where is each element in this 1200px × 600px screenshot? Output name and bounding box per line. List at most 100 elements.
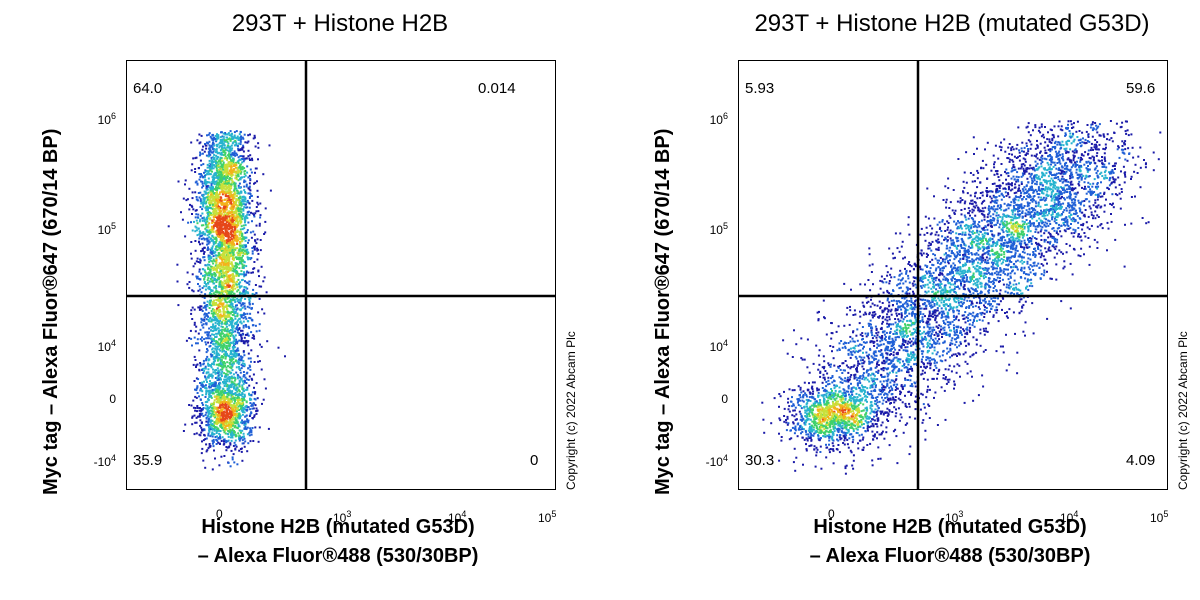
event-dot [208, 181, 211, 184]
event-dot [256, 258, 259, 261]
event-dot [216, 212, 219, 215]
event-dot [209, 273, 212, 276]
event-dot [220, 221, 223, 224]
event-dot [249, 258, 252, 261]
event-dot [229, 223, 232, 226]
event-dot [214, 385, 217, 388]
event-dot [237, 210, 240, 213]
event-dot [243, 181, 246, 184]
event-dot [229, 149, 232, 152]
event-dot [234, 343, 237, 346]
event-dot [213, 433, 216, 436]
event-dot [197, 289, 200, 292]
event-dot [232, 246, 235, 249]
event-dot [244, 191, 246, 193]
event-dot [214, 345, 217, 348]
event-dot [223, 372, 226, 375]
event-dot [217, 137, 220, 140]
event-dot [203, 232, 206, 235]
event-dot [222, 237, 225, 239]
event-dot [207, 411, 210, 414]
event-dot [196, 234, 199, 237]
event-dot [223, 349, 226, 352]
event-dot [252, 440, 255, 442]
event-dot [222, 362, 225, 365]
event-dot [207, 423, 210, 426]
event-dot [232, 253, 235, 256]
event-dot [221, 281, 224, 284]
event-dot [241, 362, 244, 365]
event-dot [263, 312, 266, 315]
event-dot [218, 283, 221, 286]
event-dot [199, 305, 202, 308]
event-dot [250, 394, 253, 397]
event-dot [239, 260, 241, 263]
event-dot [213, 286, 216, 289]
event-dot [224, 375, 227, 378]
event-dot [201, 403, 204, 406]
event-dot [195, 421, 198, 424]
event-dot [192, 290, 195, 293]
event-dot [234, 317, 237, 320]
event-dot [222, 256, 225, 259]
event-dot [221, 179, 224, 182]
event-dot [184, 235, 187, 238]
event-dot [209, 334, 212, 337]
event-dot [214, 457, 216, 460]
event-dot [213, 273, 216, 276]
event-dot [237, 362, 240, 365]
event-dot [208, 195, 211, 198]
event-dot [231, 383, 234, 385]
event-dot [224, 282, 227, 285]
event-dot [218, 174, 221, 176]
event-dot [244, 426, 247, 429]
event-dot [229, 284, 232, 287]
event-dot [236, 326, 238, 329]
event-dot [232, 340, 235, 343]
event-dot [230, 333, 233, 336]
event-dot [196, 183, 199, 186]
event-dot [204, 264, 207, 267]
event-dot [222, 220, 225, 223]
event-dot [228, 342, 230, 345]
event-dot [211, 260, 214, 263]
event-dot [217, 171, 220, 174]
event-dot [225, 281, 228, 284]
event-dot [222, 425, 225, 428]
event-dot [205, 437, 208, 440]
event-dot [226, 146, 229, 149]
event-dot [245, 252, 248, 255]
event-dot [243, 227, 246, 230]
event-dot [216, 161, 219, 164]
event-dot [237, 396, 240, 399]
event-dot [223, 268, 226, 271]
event-dot [226, 157, 229, 160]
event-dot [222, 262, 225, 265]
event-dot [239, 232, 242, 235]
event-dot [210, 329, 213, 332]
event-dot [225, 355, 227, 358]
event-dot [221, 370, 224, 373]
event-dot [218, 276, 221, 279]
event-dot [230, 412, 233, 415]
event-dot [213, 136, 216, 139]
event-dot [219, 267, 222, 270]
event-dot [237, 199, 240, 202]
event-dot [221, 250, 223, 252]
event-dot [221, 436, 224, 439]
event-dot [209, 150, 212, 153]
event-dot [239, 230, 242, 233]
event-dot [205, 416, 208, 419]
event-dot [250, 412, 253, 414]
event-dot [243, 305, 246, 308]
event-dot [207, 421, 210, 424]
event-dot [240, 337, 243, 340]
event-dot [220, 299, 222, 302]
event-dot [220, 285, 223, 288]
event-dot [207, 432, 210, 435]
flow-plot-panel-left: 293T + Histone H2B Myc tag – Alexa Fluor… [40, 10, 578, 567]
event-dot [238, 213, 241, 216]
event-dot [235, 402, 238, 405]
event-dot [242, 137, 245, 140]
event-dot [240, 316, 243, 319]
